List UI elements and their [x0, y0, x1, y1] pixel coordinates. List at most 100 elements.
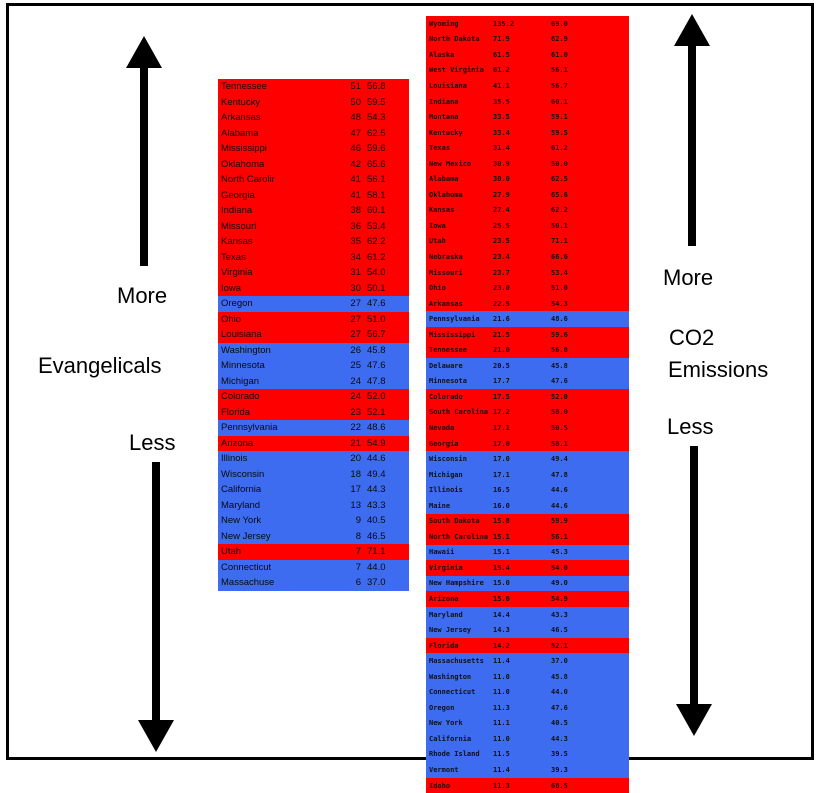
state-cell: Oklahoma: [429, 190, 463, 199]
left-less-label: Less: [129, 430, 176, 455]
state-cell: Kansas: [429, 206, 455, 215]
value-cell: 20: [350, 453, 361, 465]
value-cell: 11.3: [493, 781, 510, 790]
value-cell: 23.7: [493, 268, 510, 277]
state-cell: North Carolina: [429, 532, 489, 541]
value-cell: 56.1: [551, 532, 568, 541]
value-cell: 14.2: [493, 641, 510, 650]
value-cell: 50: [350, 96, 361, 108]
table-row: Wisconsin 17.0 49.4: [426, 451, 629, 467]
state-cell: Rhode Island: [429, 750, 480, 759]
value-cell: 65.6: [551, 190, 568, 199]
value-cell: 17: [350, 484, 361, 496]
state-cell: Missouri: [221, 220, 257, 232]
value-cell: 45.8: [367, 344, 386, 356]
value-cell: 52.1: [367, 406, 386, 418]
right-category-line1: CO2: [669, 325, 715, 350]
value-cell: 17.5: [493, 392, 510, 401]
table-row: North Dakota 71.9 62.9: [426, 31, 629, 48]
table-row: Tennessee 51 56.8: [218, 79, 409, 95]
table-row: Mississippi 21.5 59.6: [426, 326, 629, 343]
value-cell: 52.1: [551, 641, 568, 650]
right-more-label: More: [663, 265, 714, 290]
value-cell: 46: [350, 143, 361, 155]
value-cell: 23: [350, 406, 361, 418]
value-cell: 51.0: [367, 313, 386, 325]
value-cell: 11.1: [493, 719, 510, 728]
state-cell: New Jersey: [221, 530, 271, 542]
value-cell: 17.0: [493, 439, 510, 448]
value-cell: 33.4: [493, 128, 510, 137]
value-cell: 36: [350, 220, 361, 232]
state-cell: Montana: [429, 113, 459, 122]
table-row: Tennessee 21.0 56.8: [426, 342, 629, 359]
state-cell: Illinois: [429, 486, 463, 495]
state-cell: Michigan: [221, 375, 260, 387]
table-row: Nevada 17.1 50.5: [426, 420, 629, 436]
value-cell: 56.1: [367, 174, 386, 186]
value-cell: 30.9: [493, 159, 510, 168]
value-cell: 47.6: [551, 377, 568, 386]
value-cell: 62.2: [551, 206, 568, 215]
state-cell: Arkansas: [221, 112, 261, 124]
table-row: Washington 11.0 45.8: [426, 668, 629, 685]
state-cell: South Carolina: [429, 408, 489, 417]
state-cell: Oklahoma: [221, 158, 265, 170]
value-cell: 59.9: [551, 517, 568, 526]
state-cell: Georgia: [221, 189, 255, 201]
value-cell: 44.3: [367, 484, 386, 496]
value-cell: 54.3: [551, 299, 568, 308]
value-cell: 44.3: [551, 734, 568, 743]
value-cell: 25.5: [493, 221, 510, 230]
state-cell: Oregon: [221, 298, 253, 310]
value-cell: 54.9: [551, 595, 568, 603]
table-row: Illinois 16.5 44.6: [426, 482, 629, 498]
state-cell: Minnesota: [221, 360, 265, 372]
value-cell: 66.6: [551, 252, 568, 261]
value-cell: 11.4: [493, 766, 510, 775]
table-row: Oklahoma 27.9 65.6: [426, 187, 629, 203]
table-row: New York 9 40.5: [218, 513, 409, 529]
state-cell: Wisconsin: [221, 468, 265, 480]
state-cell: Illinois: [221, 453, 248, 465]
table-row: Arkansas 22.5 54.3: [426, 295, 629, 312]
value-cell: 40.5: [551, 719, 568, 728]
table-row: Ohio 23.0 51.0: [426, 280, 629, 296]
value-cell: 17.1: [493, 470, 510, 479]
table-row: Texas 31.4 61.2: [426, 140, 629, 156]
value-cell: 26: [350, 344, 361, 356]
value-cell: 16.5: [493, 486, 510, 495]
state-cell: Delaware: [429, 361, 463, 370]
value-cell: 49.4: [551, 455, 568, 464]
table-row: Indiana 35.5 60.1: [426, 93, 629, 110]
state-cell: Idaho: [429, 781, 451, 790]
value-cell: 47: [350, 127, 361, 139]
value-cell: 33.5: [493, 113, 510, 122]
table-row: Mississippi 46 59.6: [218, 141, 409, 157]
value-cell: 60.1: [367, 205, 386, 217]
state-cell: Texas: [221, 251, 246, 263]
value-cell: 7: [355, 546, 361, 558]
table-row: Maryland 13 43.3: [218, 497, 409, 513]
value-cell: 39.3: [551, 766, 568, 775]
table-row: North Carolina 15.1 56.1: [426, 529, 629, 545]
state-cell: Virginia: [429, 563, 463, 572]
value-cell: 47.8: [551, 470, 568, 479]
value-cell: 31: [350, 267, 361, 279]
value-cell: 40.5: [367, 515, 386, 527]
value-cell: 24: [350, 391, 361, 403]
value-cell: 13: [350, 499, 361, 511]
state-cell: Missouri: [429, 268, 463, 277]
state-cell: Wyoming: [429, 19, 459, 28]
value-cell: 54.9: [367, 437, 386, 449]
value-cell: 47.8: [367, 375, 386, 387]
state-cell: Wisconsin: [429, 455, 467, 464]
table-row: Massachusetts 11.4 37.0: [426, 653, 629, 669]
value-cell: 69.0: [551, 19, 568, 28]
value-cell: 42: [350, 158, 361, 170]
table-row: Kansas 27.4 62.2: [426, 202, 629, 219]
value-cell: 44.6: [551, 501, 568, 510]
value-cell: 71.1: [367, 546, 386, 558]
table-row: Nebraska 23.4 66.6: [426, 249, 629, 265]
value-cell: 49.0: [551, 579, 568, 588]
